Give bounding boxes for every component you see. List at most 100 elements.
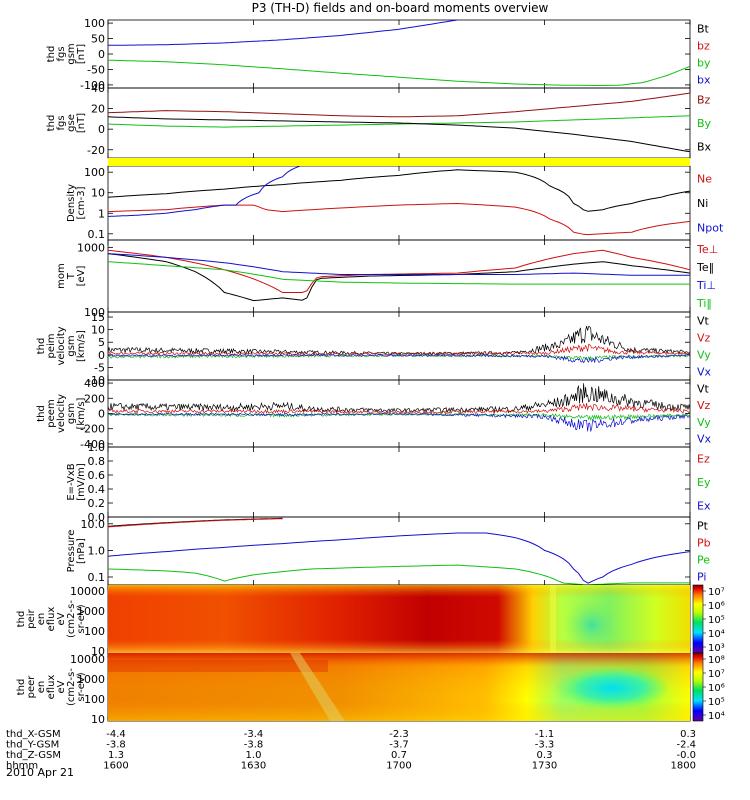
y-tick-label: 10.0 (81, 518, 106, 531)
figure-title: P3 (TH-D) fields and on-board moments ov… (252, 1, 549, 15)
y-axis-label: fgs (56, 46, 67, 61)
y-axis-label: [eV] (76, 266, 87, 287)
x-tick-label: 1.3 (108, 750, 124, 761)
legend-entry: Ne (697, 172, 712, 185)
y-tick-label: -100 (80, 79, 105, 92)
colorbar-label: 10³ (708, 643, 725, 654)
y-axis-label: thd (46, 46, 57, 63)
legend-entry: Ni (697, 197, 708, 210)
legend-entry: Pe (697, 554, 710, 567)
legend-entry: Pb (697, 537, 711, 550)
series-line-Vy (107, 412, 691, 421)
y-tick-label: 1000 (77, 605, 105, 618)
y-axis-label: velocity (56, 326, 67, 365)
y-axis-label: velocity (56, 394, 67, 433)
y-tick-label: 1.0 (88, 441, 106, 454)
y-tick-label: 100 (84, 17, 105, 30)
y-tick-label: 40 (91, 82, 105, 95)
legend-entry: by (697, 57, 711, 70)
y-axis-label: Pressure (66, 530, 77, 573)
y-axis-label: E=-VxB (66, 463, 77, 500)
y-tick-label: 0.2 (88, 497, 106, 510)
series-line-Bx (107, 116, 691, 153)
series-line-bx (108, 19, 458, 46)
y-tick-label: 0.6 (88, 469, 106, 482)
y-axis-label: [mV/m] (76, 463, 87, 501)
legend-entry: bz (697, 40, 710, 53)
legend-entry: Npot (697, 222, 724, 235)
y-tick-label: 100 (84, 693, 105, 706)
legend-entry: Ti‖ (696, 297, 712, 310)
x-tick-label: -1.1 (535, 729, 555, 740)
legend-entry: Vz (697, 332, 711, 345)
y-axis-label: (cm2-s- (66, 668, 77, 706)
y-tick-label: 10 (91, 324, 105, 337)
y-tick-label: 0.8 (88, 455, 106, 468)
legend-entry: Ey (697, 476, 711, 489)
colorbar-label: 10⁷ (708, 587, 725, 598)
legend-entry: Vx (697, 366, 712, 379)
panel-frame (107, 446, 691, 518)
colorbar-label: 10⁴ (708, 711, 725, 722)
panel-density: 100 10 1 0.1 Density [cm-3] Ne Ni Npot (66, 165, 724, 241)
y-tick-label: 200 (84, 392, 105, 405)
series-line-Vz (107, 343, 691, 356)
legend-entry: Vt (697, 382, 710, 395)
y-axis-label: en (36, 613, 47, 626)
legend-entry: Pt (697, 520, 709, 533)
y-tick-label: 0 (98, 408, 105, 421)
y-axis-label: peer (26, 675, 37, 699)
colorbar-label: 10⁵ (708, 697, 725, 708)
colorbar-label: 10⁵ (708, 615, 725, 626)
y-tick-label: 0.1 (88, 228, 106, 241)
peer-spectrogram (108, 653, 690, 721)
x-axis-row-label: thd_Y-GSM (6, 740, 59, 751)
colorbar-label: 10⁶ (708, 601, 725, 612)
series-line-Ne (107, 202, 691, 236)
y-tick-label: 1000 (77, 673, 105, 686)
y-axis-label: thd (36, 338, 47, 355)
y-tick-label: 1000 (77, 241, 105, 254)
y-axis-label: eflux (46, 675, 57, 700)
y-tick-label: 0 (98, 123, 105, 136)
legend-entry: Vy (697, 349, 711, 362)
y-axis-label: [km/s] (76, 330, 87, 362)
y-axis-label: peem (46, 399, 57, 427)
y-tick-label: -10 (87, 374, 105, 387)
x-tick-label: -3.3 (535, 740, 555, 751)
series-line-By (107, 115, 691, 128)
y-axis-label: en (36, 681, 47, 694)
series-line-Vt (107, 325, 691, 356)
y-tick-label: 0.0 (88, 511, 106, 524)
y-tick-label: -200 (80, 423, 105, 436)
legend-entry: Vx (697, 433, 712, 446)
y-tick-label: -20 (87, 144, 105, 157)
colorbar-label: 10⁴ (708, 629, 725, 640)
panel-temperature: 1000 100 mom T [eV] Te⊥ Te‖ Ti⊥ Ti‖ (56, 239, 718, 319)
legend-entry: Ti⊥ (696, 279, 716, 292)
x-tick-label: 1630 (241, 761, 266, 772)
x-tick-label: 1600 (103, 761, 128, 772)
x-tick-label: -3.7 (389, 740, 409, 751)
y-tick-label: 10000 (70, 653, 105, 666)
panel-frame (107, 19, 691, 89)
legend-entry: bx (697, 74, 711, 87)
y-axis-label: [cm-3] (76, 186, 87, 219)
series-line-Pi (107, 532, 691, 584)
x-tick-label: -3.8 (244, 740, 264, 751)
panel-frame (107, 311, 691, 381)
series-line-by (107, 59, 691, 86)
panel-peem-velocity: 400 200 0 -200 -400 thd peem velocity gsm [km/s] V… (36, 377, 712, 451)
x-tick-label: -2.3 (389, 729, 409, 740)
y-axis-label: thd (16, 611, 27, 628)
figure-date: 2010 Apr 21 (6, 766, 74, 779)
y-axis-label: gsm (66, 335, 77, 356)
y-tick-label: -50 (87, 63, 105, 76)
y-axis-label: peim (46, 333, 57, 358)
series-line-Pe (107, 564, 690, 586)
x-tick-label: 0.7 (391, 750, 407, 761)
peir-colorbar (692, 584, 704, 654)
y-axis-label: thd (16, 679, 27, 696)
series-line-Npot (107, 165, 301, 217)
series-line-Ni (107, 169, 691, 212)
